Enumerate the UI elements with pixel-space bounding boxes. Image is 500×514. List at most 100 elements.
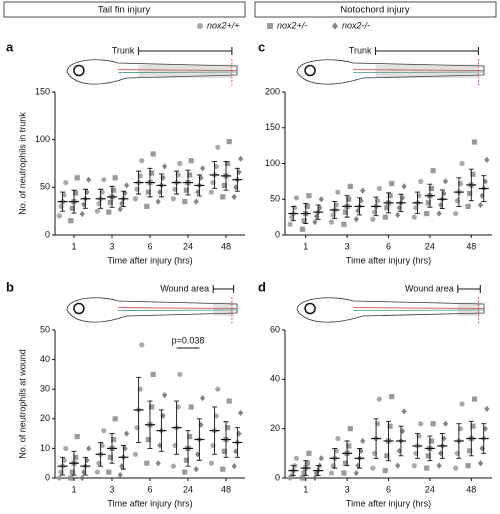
data-point [238,155,244,162]
error-bar [373,196,379,217]
data-point [193,198,199,205]
data-point [484,156,490,164]
data-point [149,404,155,410]
x-tick-label: 24 [425,484,435,494]
data-point [101,177,107,183]
data-point [424,465,430,471]
data-point [111,436,117,443]
data-point [112,175,118,181]
region-bracket [375,47,479,55]
error-bar [357,447,363,469]
y-tick-label: 50 [40,324,50,334]
error-bar [223,421,229,458]
error-bar [303,203,309,225]
data-point [313,213,320,220]
data-point [122,189,128,197]
legend-label: nox2-/- [342,20,370,30]
y-tick-label: 0 [275,472,280,482]
data-point [231,193,237,200]
data-point [353,469,359,477]
data-point [155,460,161,467]
data-point [63,445,69,451]
data-point [107,199,113,206]
data-point [353,216,359,223]
data-point [208,189,214,195]
panel-label: b [6,279,14,294]
panel-label: d [258,279,266,294]
data-point [225,425,231,431]
data-point [187,433,193,440]
data-point [328,470,335,476]
region-label: Trunk [112,45,135,55]
fish-eye [73,64,85,77]
error-bar [98,442,104,467]
data-point [200,394,206,402]
error-bar [185,169,191,196]
data-point [94,469,100,475]
fish-eye [304,64,316,77]
error-bar [468,420,474,457]
error-bar [196,174,202,197]
data-point [306,193,312,199]
fish-vessel [353,309,485,311]
region-bracket [212,285,235,293]
fish-eye [73,302,85,315]
error-bar [147,167,153,198]
data-point [382,468,388,474]
x-tick-label: 6 [386,484,391,494]
error-bar [398,193,404,212]
y-tick-label: 150 [35,86,50,96]
data-point [441,190,447,197]
data-point [306,450,312,456]
error-bar [174,400,180,455]
x-axis-title: Time after injury (hrs) [346,255,431,265]
y-tick-label: 60 [270,324,280,334]
data-point [117,471,123,479]
error-bar [427,435,433,462]
data-point [220,194,226,200]
data-point [389,394,395,400]
x-tick-label: 48 [466,484,476,494]
x-axis-title: Time after injury (hrs) [107,255,192,265]
data-point [360,187,366,194]
data-point [68,218,74,224]
data-point [177,160,183,167]
data-point [477,460,484,467]
fish-region [138,64,232,78]
data-point [341,470,347,476]
data-point [425,453,431,459]
x-tick-label: 3 [345,484,350,494]
data-point [101,428,107,434]
data-point [382,214,388,220]
data-point [299,475,306,481]
data-point [182,469,188,475]
data-point [73,454,79,460]
data-point [467,190,473,197]
y-tick-label: 30 [40,384,50,394]
error-bar [158,409,164,452]
data-point [335,189,341,195]
error-bar [223,161,229,191]
error-bar [71,189,77,214]
data-point [418,421,424,427]
data-point [438,201,444,209]
error-bar [468,168,474,202]
data-point [226,398,232,404]
y-tick-label: 20 [270,423,280,433]
panel-label: c [258,39,265,54]
x-tick-label: 24 [183,484,193,494]
data-point [107,454,113,460]
data-point [347,183,353,189]
y-tick-label: 200 [265,86,280,96]
data-point [149,170,155,176]
data-point [69,205,75,211]
data-point [318,196,324,203]
data-point [74,175,80,181]
data-point [155,198,161,205]
error-bar [82,456,88,476]
data-point [328,219,335,225]
fish-region [457,302,481,316]
data-point [384,205,390,211]
error-bar [398,425,404,457]
header-box [254,1,497,18]
